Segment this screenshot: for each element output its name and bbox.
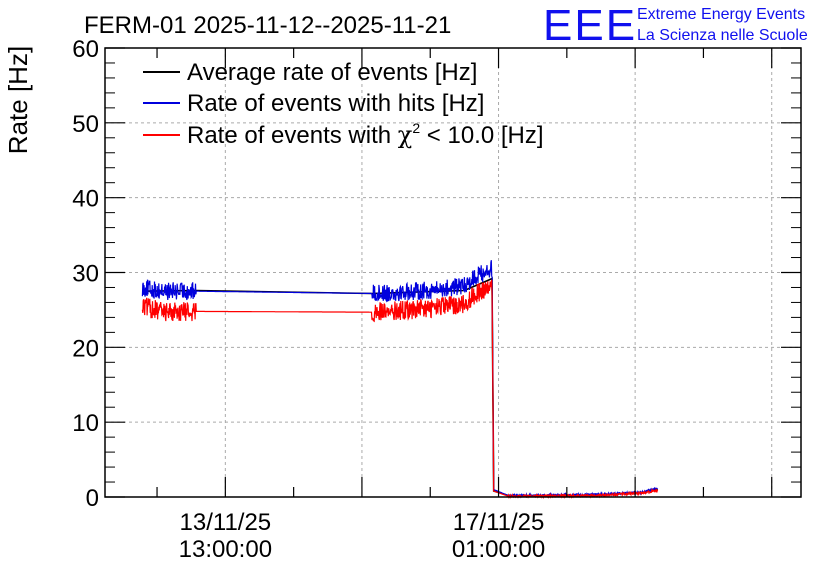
eee-logo-line2: La Scienza nelle Scuole [637,27,808,44]
y-tick-label: 0 [86,485,99,512]
legend-label-1: Rate of events with hits [Hz] [187,90,484,117]
eee-logo-mark: EEE [543,1,637,50]
x-tick-label-date: 17/11/25 [453,509,545,536]
y-tick-label: 10 [72,410,99,437]
legend-label-sup: 2 [412,120,420,136]
y-tick-label: 60 [72,36,99,63]
series-group [141,260,659,500]
y-tick-label: 50 [72,111,99,138]
legend-label-part: < 10.0 [Hz] [420,122,543,149]
y-tick-label: 20 [72,335,99,362]
x-tick-label-time: 01:00:00 [452,536,545,563]
y-tick-label: 30 [72,261,99,288]
series-line-2 [141,279,659,500]
chart-title: FERM-01 2025-11-12--2025-11-21 [84,12,451,39]
eee-logo-line1: Extreme Energy Events [637,6,805,23]
series-line-1 [141,260,659,499]
grid [105,48,801,497]
legend-label-0: Average rate of events [Hz] [187,59,477,86]
y-axis-label: Rate [Hz] [3,46,33,154]
x-tick-label-date: 13/11/25 [180,509,272,536]
legend-label-chi: χ [398,121,413,149]
eee-logo: EEE Extreme Energy Events La Scienza nel… [543,1,808,50]
legend-label-part: Rate of events with [187,122,398,149]
y-tick-label: 40 [72,186,99,213]
legend-label-2: Rate of events with χ2 < 10.0 [Hz] [187,120,544,149]
ticks [105,47,801,498]
x-tick-label-time: 13:00:00 [179,536,272,563]
legend: Average rate of events [Hz] Rate of event… [143,59,544,149]
